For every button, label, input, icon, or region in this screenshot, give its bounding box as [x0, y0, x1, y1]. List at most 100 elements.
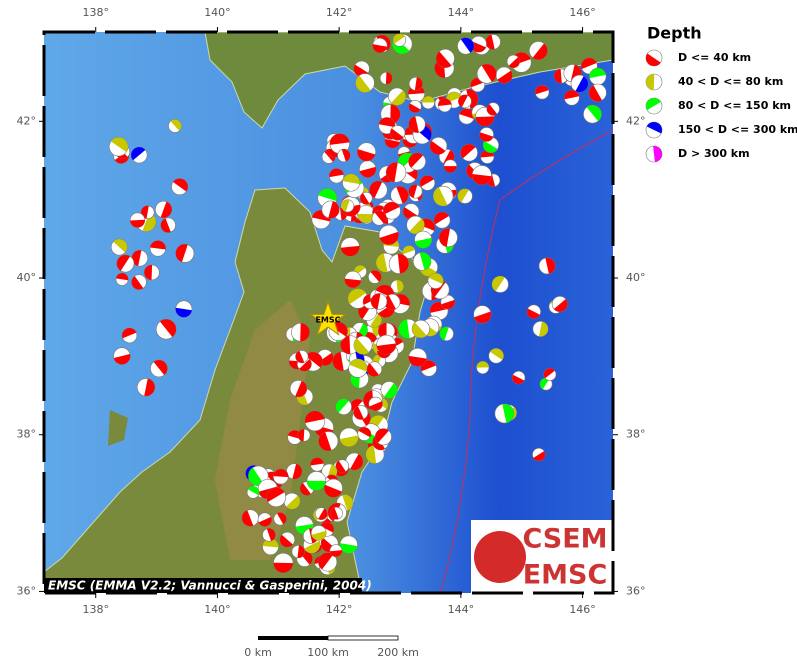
beachball-wedge — [575, 76, 589, 93]
beachball-wedge — [273, 469, 289, 478]
beachball-wedge — [479, 132, 494, 142]
beachball-wedge — [144, 378, 155, 396]
beachball-wedge — [441, 299, 455, 310]
beachball-wedge — [324, 484, 342, 498]
beachball-wedge — [359, 166, 377, 178]
beachball-wedge — [339, 435, 359, 447]
beachball-wedge — [372, 44, 387, 53]
beachball-wedge — [266, 528, 276, 541]
x-tick-label: 146° — [569, 603, 596, 616]
beachball-wedge — [131, 147, 146, 161]
beachball-wedge — [295, 380, 307, 397]
beachball-wedge — [160, 201, 172, 218]
beachball-wedge — [535, 85, 549, 95]
beachball-wedge — [457, 188, 469, 203]
beachball-wedge — [258, 516, 272, 527]
beachball-wedge — [646, 122, 663, 134]
beachball-wedge — [438, 98, 452, 106]
star-label: EMSC — [315, 316, 340, 325]
beachball-wedge — [353, 338, 370, 355]
beachball-wedge — [434, 212, 449, 225]
y-tick-label: 42° — [626, 114, 646, 127]
beachball-wedge — [474, 311, 492, 324]
beachball-wedge — [554, 69, 562, 84]
beachball-wedge — [241, 510, 254, 527]
y-tick-label: 40° — [626, 271, 646, 284]
beachball-wedge — [342, 174, 360, 185]
beachball-wedge — [581, 58, 597, 69]
beachball-wedge — [328, 201, 340, 219]
y-tick-label: 38° — [17, 428, 37, 441]
beachball-wedge — [329, 550, 343, 557]
beachball-wedge — [408, 184, 418, 198]
beachball-wedge — [160, 218, 171, 233]
beachball-wedge — [307, 480, 326, 491]
beachball-wedge — [586, 105, 602, 122]
beachball-wedge — [502, 403, 514, 423]
beachball-wedge — [512, 374, 525, 384]
beachball-wedge — [412, 322, 427, 338]
beachball-wedge — [409, 218, 425, 234]
x-tick-label: 144° — [448, 6, 475, 19]
epicenter-star — [309, 300, 347, 336]
beachball-wedge — [150, 240, 166, 250]
beachball-wedge — [113, 353, 131, 365]
scale-label: 200 km — [377, 646, 419, 659]
trench — [499, 129, 613, 201]
beachball-wedge — [369, 313, 382, 328]
beachball-wedge — [365, 445, 377, 464]
legend-label: 150 < D <= 300 km — [678, 123, 797, 136]
beachball-wedge — [297, 429, 305, 442]
beachball-wedge — [173, 178, 188, 192]
scale-label: 0 km — [244, 646, 272, 659]
beachball-wedge — [428, 273, 444, 285]
beachball-wedge — [353, 406, 364, 420]
beachball-wedge — [376, 253, 388, 273]
beachball-wedge — [397, 254, 409, 274]
beachball-wedge — [414, 237, 432, 249]
beachball-wedge — [248, 467, 264, 486]
beachball-wedge — [357, 149, 376, 161]
beachball-wedge — [329, 133, 350, 145]
beachball-wedge — [341, 199, 350, 212]
beachball-wedge — [170, 119, 182, 131]
frame — [42, 30, 615, 595]
beachball-wedge — [398, 319, 410, 339]
beachball-wedge — [131, 276, 144, 290]
trench — [439, 199, 501, 593]
beachball-wedge — [116, 273, 129, 281]
beachball-wedge — [374, 210, 387, 224]
beachball-wedge — [385, 138, 400, 149]
beachball-wedge — [304, 541, 320, 554]
beachball-wedge — [402, 245, 416, 255]
beachball-wedge — [371, 293, 381, 310]
beachball-wedge — [508, 57, 520, 68]
beachball-wedge — [475, 116, 495, 127]
y-tick-label: 40° — [17, 271, 37, 284]
y-tick-label: 42° — [17, 114, 37, 127]
beachball-wedge — [122, 328, 137, 339]
beachball-wedge — [367, 363, 379, 377]
beachball-wedge — [543, 368, 555, 379]
beachball-wedge — [131, 250, 142, 266]
mountains — [215, 300, 310, 560]
focal-mechanisms — [108, 33, 607, 576]
beachball-wedge — [386, 162, 398, 183]
beachball-wedge — [297, 545, 305, 558]
beachball-wedge — [304, 411, 325, 423]
beachball-wedge — [420, 175, 434, 187]
beachball-wedge — [646, 74, 655, 90]
beachball-wedge — [390, 104, 401, 124]
beachball-wedge — [429, 140, 446, 155]
beachball-wedge — [279, 534, 293, 548]
beachball-wedge — [329, 168, 344, 178]
beachball-wedge — [472, 173, 492, 185]
beachball-wedge — [433, 187, 448, 206]
beachball-wedge — [408, 355, 427, 367]
beachball-wedge — [370, 270, 382, 282]
beachball-wedge — [369, 181, 383, 199]
legend-label: D <= 40 km — [678, 51, 751, 64]
beachball-wedge — [266, 487, 285, 502]
beachball-wedge — [396, 280, 404, 293]
